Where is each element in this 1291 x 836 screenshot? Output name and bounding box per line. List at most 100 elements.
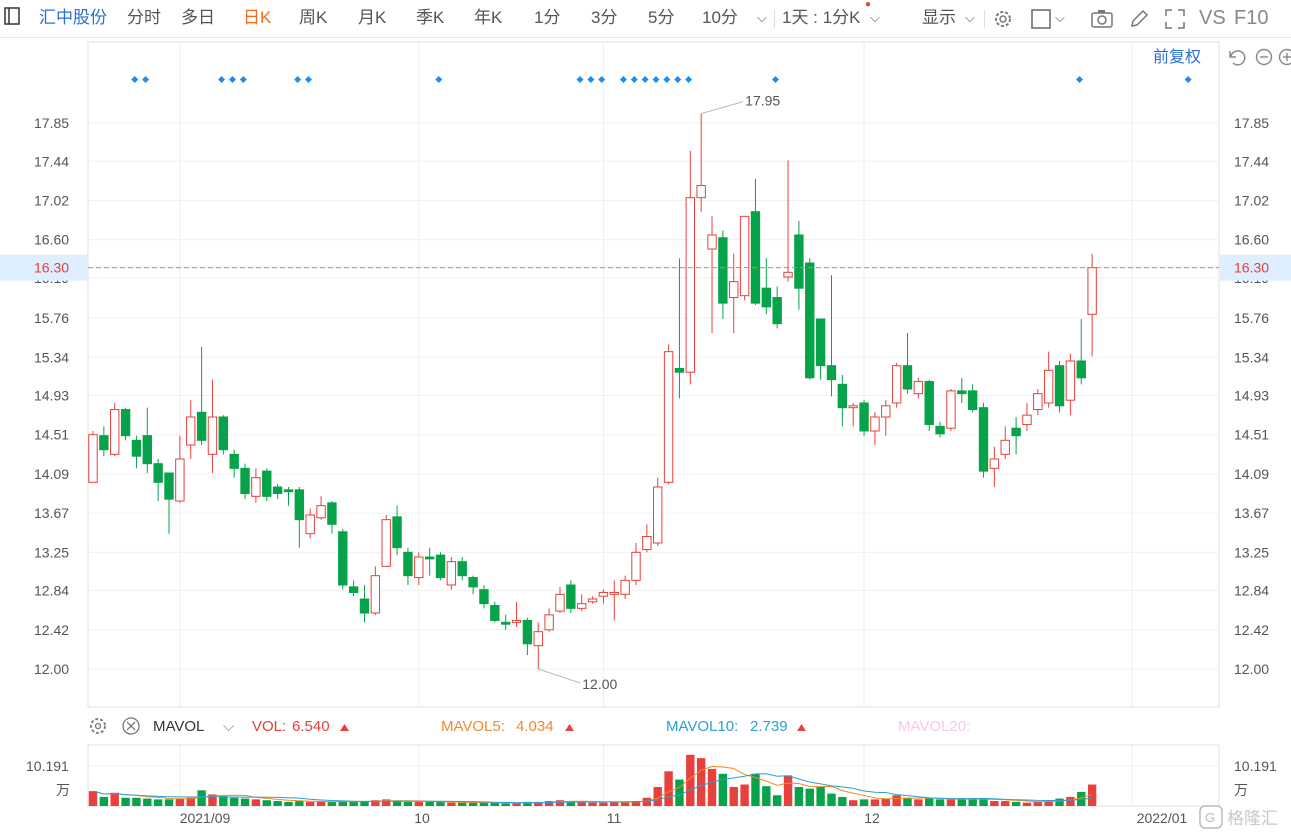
tab-quarterly-k[interactable]: 季K — [416, 8, 445, 27]
sidebar-toggle-icon[interactable] — [4, 6, 20, 32]
color-chevron-icon[interactable]: ⌵ — [1055, 10, 1065, 25]
color-box-icon[interactable] — [1030, 8, 1052, 36]
volume-bar — [620, 801, 630, 806]
stock-name[interactable]: 汇中股份 — [39, 8, 107, 27]
x-tick-label: 12 — [864, 810, 880, 826]
candle-body — [1033, 393, 1043, 411]
candle — [859, 400, 869, 436]
volume-axis-unit-right: 万 — [1234, 782, 1248, 798]
volume-bar — [523, 801, 532, 806]
volume-indicator-select[interactable]: MAVOL — [153, 718, 204, 735]
y-tick-label-right: 12.00 — [1234, 661, 1269, 677]
volume-bar — [219, 796, 228, 806]
candle — [446, 557, 457, 590]
tab-intraday[interactable]: 分时 — [127, 8, 161, 27]
volume-bar — [273, 801, 282, 806]
candle — [120, 407, 131, 441]
watermark-logo-icon: G — [1205, 810, 1215, 825]
volume-bar — [664, 771, 673, 806]
candle-body — [348, 586, 359, 593]
more-tabs-chevron-icon[interactable]: ⌵ — [757, 10, 767, 25]
volume-bar — [599, 802, 608, 806]
candle — [305, 508, 315, 539]
volume-bar — [371, 800, 380, 806]
volume-bar — [316, 801, 326, 806]
volume-bar — [892, 795, 901, 806]
candle — [1011, 417, 1021, 455]
candle-body — [446, 561, 457, 586]
volume-bar — [783, 775, 793, 806]
candle-body — [511, 619, 522, 623]
candle-body — [826, 365, 837, 381]
tab-5min[interactable]: 5分 — [648, 8, 675, 27]
volume-bar — [164, 799, 174, 806]
tab-yearly-k[interactable]: 年K — [474, 8, 503, 27]
camera-icon[interactable] — [1090, 8, 1114, 36]
volume-bar — [1001, 801, 1010, 806]
candle-body — [283, 489, 294, 493]
y-tick-label-left: 17.44 — [34, 153, 69, 169]
candle-body — [946, 390, 956, 429]
compare-button[interactable]: VS — [1199, 7, 1226, 29]
volume-bar — [577, 801, 586, 806]
display-chevron-icon[interactable]: ⌵ — [965, 10, 975, 25]
event-marker-diamond — [598, 76, 606, 83]
candle-body — [707, 234, 717, 250]
display-dropdown[interactable]: 显示 — [922, 8, 956, 27]
candle — [1054, 361, 1065, 413]
volume-bar — [447, 802, 456, 806]
event-marker-diamond — [587, 76, 595, 83]
y-tick-label-left: 15.34 — [34, 349, 69, 365]
candle-body — [750, 211, 761, 304]
candle — [696, 113, 706, 212]
candle — [522, 617, 533, 655]
volume-bar — [403, 801, 413, 806]
candle-body — [186, 416, 196, 446]
candle — [229, 449, 239, 478]
tab-multi-day[interactable]: 多日 — [181, 8, 215, 27]
candle-body — [783, 271, 793, 278]
restore-right-toggle[interactable]: 前复权 — [1153, 48, 1201, 66]
volume-bar — [979, 798, 988, 806]
volume-bar — [414, 801, 423, 806]
candle — [815, 318, 826, 380]
y-tick-label-right: 14.93 — [1234, 388, 1269, 404]
tab-1min[interactable]: 1分 — [534, 8, 561, 27]
f10-button[interactable]: F10 — [1234, 7, 1269, 29]
volume-bar — [306, 801, 315, 806]
period-select[interactable]: 1天 : 1分K — [782, 8, 861, 27]
mavol20-label: MAVOL20: — [898, 718, 970, 735]
settings-gear-icon[interactable] — [992, 8, 1014, 36]
volume-bar — [197, 790, 206, 806]
volume-bar — [631, 801, 641, 806]
undo-icon[interactable] — [1229, 50, 1246, 66]
candle — [370, 566, 381, 615]
pencil-icon[interactable] — [1128, 8, 1150, 36]
candle-body — [164, 472, 174, 500]
fullscreen-icon[interactable] — [1164, 8, 1186, 36]
tab-3min[interactable]: 3分 — [591, 8, 618, 27]
volume-close-icon[interactable] — [122, 717, 140, 735]
volume-bar — [338, 801, 347, 806]
candle-body — [457, 561, 467, 577]
volume-bar — [772, 795, 782, 806]
volume-bar — [88, 791, 98, 806]
volume-indicator-chevron-icon[interactable]: ⌵ — [223, 718, 235, 735]
candle-body — [837, 383, 848, 409]
volume-bar — [805, 788, 814, 806]
volume-bar — [262, 800, 271, 806]
tab-daily-k[interactable]: 日K — [243, 8, 272, 27]
zoom-in-icon[interactable] — [1278, 48, 1291, 66]
tab-weekly-k[interactable]: 周K — [299, 8, 328, 27]
period-chevron-icon[interactable]: ⌵ — [870, 10, 880, 25]
event-marker-diamond — [619, 76, 627, 83]
volume-bar — [544, 801, 554, 806]
candle-body — [240, 467, 250, 495]
current-price-label-left: 16.30 — [34, 260, 69, 276]
volume-settings-gear-icon[interactable] — [90, 718, 106, 734]
zoom-out-icon[interactable] — [1255, 48, 1273, 66]
candle — [153, 459, 163, 501]
candle-body — [674, 367, 685, 373]
tab-monthly-k[interactable]: 月K — [358, 8, 387, 27]
tab-10min[interactable]: 10分 — [702, 8, 738, 27]
